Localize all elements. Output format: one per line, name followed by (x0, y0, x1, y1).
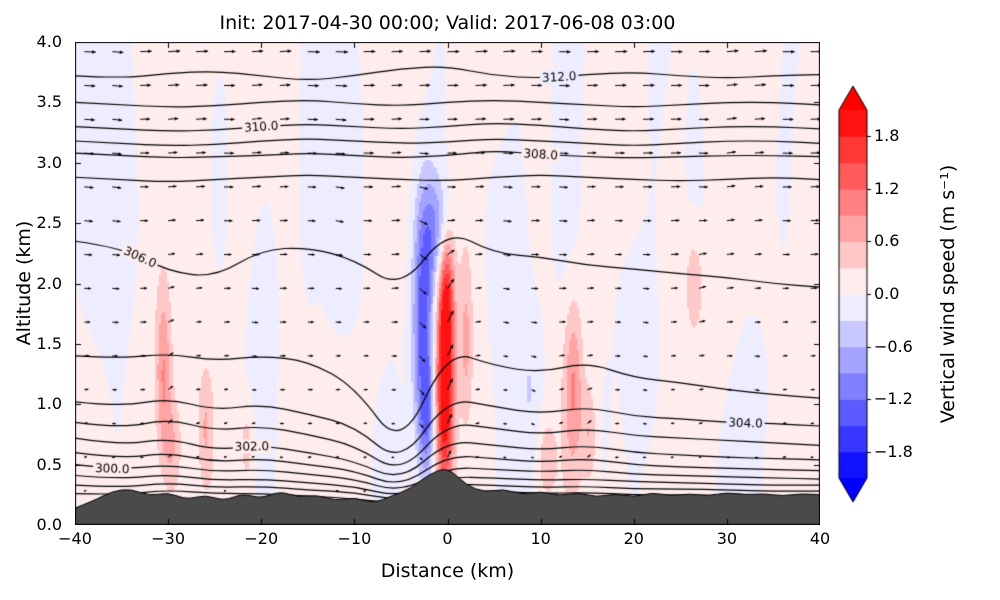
x-tick-label: 40 (809, 529, 831, 548)
y-axis-label: Altitude (km) (13, 220, 35, 346)
y-tick-label: 4.0 (36, 32, 62, 51)
x-tick-label: −10 (337, 529, 372, 548)
colorbar (834, 80, 872, 520)
colorbar-tick-label: −1.8 (874, 441, 913, 461)
y-tick-label: 1.0 (36, 394, 62, 414)
x-tick-label: −30 (151, 529, 186, 548)
x-tick-label: 30 (716, 529, 738, 548)
colorbar-tick-label: −0.6 (874, 336, 913, 356)
y-tick-label: 3.0 (36, 152, 62, 172)
colorbar-ticks: 1.8 1.2 0.6 0.0 −0.6 −1.2 −1.8 (874, 80, 934, 520)
y-axis-ticks: 0.0 0.5 1.0 1.5 2.0 2.5 3.0 3.5 4.0 (0, 32, 68, 534)
y-tick-label: 2.5 (36, 213, 62, 233)
x-tick-label: −40 (58, 529, 92, 548)
x-tick-label: 20 (623, 529, 644, 548)
x-axis-ticks: −40 −30 −20 −10 0 10 20 30 40 (58, 529, 830, 551)
y-tick-label: 2.0 (36, 273, 62, 293)
x-axis-label: Distance (km) (380, 560, 515, 582)
y-tick-label: 3.5 (36, 92, 62, 112)
colorbar-tick-label: 0.0 (874, 284, 900, 303)
colorbar-tick-label: −1.2 (874, 389, 913, 409)
y-tick-label: 0.5 (36, 454, 62, 474)
colorbar-tick-label: 1.2 (874, 178, 900, 198)
y-tick-label: 0.0 (36, 515, 62, 534)
x-tick-label: 10 (530, 529, 551, 548)
x-tick-label: 0 (442, 529, 453, 548)
colorbar-label: Vertical wind speed (m s⁻¹) (937, 164, 959, 424)
y-tick-label: 1.5 (36, 333, 62, 353)
cross-section-plot (75, 42, 820, 525)
colorbar-tick-label: 0.6 (874, 231, 900, 251)
colorbar-tick-label: 1.8 (874, 126, 900, 146)
x-tick-label: −20 (244, 529, 279, 548)
plot-title: Init: 2017-04-30 00:00; Valid: 2017-06-0… (219, 12, 676, 34)
